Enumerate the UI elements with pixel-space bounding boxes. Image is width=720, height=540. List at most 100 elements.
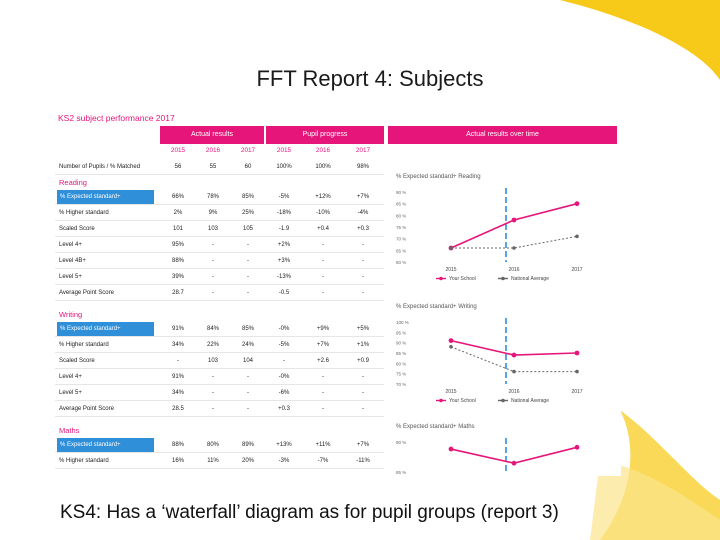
table-cell: - — [212, 390, 214, 396]
report-title: KS2 subject performance 2017 — [58, 113, 175, 123]
x-tick-label: 2017 — [571, 389, 582, 395]
data-point — [448, 446, 454, 452]
slide-title: FFT Report 4: Subjects — [256, 66, 484, 91]
table-cell: - — [177, 358, 179, 364]
table-cell: 91% — [171, 326, 184, 332]
report-screenshot: KS2 subject performance 2017 Actual resu… — [55, 108, 621, 476]
y-tick-label: 75 % — [396, 225, 406, 230]
table-cell: -1.9 — [278, 226, 290, 232]
legend-label: National Average — [511, 398, 549, 404]
row-label: Average Point Score — [59, 406, 114, 412]
row-label: Level 4B+ — [59, 258, 86, 264]
y-tick-label: 85 % — [396, 351, 406, 356]
table-cell: 100% — [315, 164, 331, 170]
table-cell: +3% — [277, 258, 291, 264]
row-label: % Higher standard — [59, 458, 109, 464]
table-cell: - — [247, 290, 249, 296]
table-cell: +11% — [315, 442, 331, 448]
y-tick-label: 85 % — [396, 470, 406, 475]
y-tick-label: 90 % — [396, 190, 406, 195]
table-row: Average Point Score 28.5 - - +0.3 - - — [55, 402, 384, 416]
table-cell: 20% — [241, 458, 254, 464]
series-line-your-school — [450, 202, 578, 249]
results-over-time-panel: Actual results over time % Expected stan… — [388, 126, 617, 476]
series-line-national-average — [450, 346, 577, 373]
row-divider — [55, 468, 384, 469]
table-cell: - — [322, 258, 324, 264]
table-cell: -3% — [278, 458, 290, 464]
data-point — [574, 444, 580, 450]
row-divider — [55, 416, 384, 417]
table-cell: 104 — [242, 358, 253, 364]
table-cell: 25% — [241, 210, 254, 216]
data-point — [575, 369, 579, 374]
table-cell: 55 — [209, 164, 217, 170]
row-divider — [55, 220, 384, 221]
legend-marker — [501, 398, 505, 403]
y-tick-label: 70 % — [396, 382, 406, 387]
table-cell: - — [247, 390, 249, 396]
table-cell: - — [247, 374, 249, 380]
yellow-swoosh-bottom-light — [590, 460, 720, 540]
table-cell: 88% — [171, 442, 184, 448]
row-label: Level 4+ — [59, 242, 82, 248]
table-cell: -0% — [278, 374, 290, 380]
row-label: Scaled Score — [59, 226, 95, 232]
table-cell: 2% — [173, 210, 183, 216]
table-cell: -7% — [317, 458, 329, 464]
table-cell: - — [212, 274, 214, 280]
table-cell: 9% — [208, 210, 218, 216]
table-cell: - — [362, 290, 364, 296]
table-cell: +13% — [276, 442, 292, 448]
table-row: Number of Pupils / % Matched 56 55 60 100% 10… — [55, 160, 384, 174]
y-tick-label: 70 % — [396, 237, 406, 242]
y-tick-label: 100 % — [396, 320, 409, 325]
year-label: 2015 — [170, 147, 186, 154]
table-cell: - — [322, 406, 324, 412]
table-cell: - — [362, 406, 364, 412]
row-divider — [55, 352, 384, 353]
table-cell: - — [212, 258, 214, 264]
table-row: Level 4+ 91% - - -0% - - — [55, 370, 384, 384]
legend-label: Your School — [449, 398, 476, 404]
yellow-swoosh-top — [560, 0, 720, 80]
table-cell: 100% — [276, 164, 292, 170]
table-cell: 98% — [356, 164, 369, 170]
x-tick-label: 2015 — [445, 389, 456, 395]
section-heading: Writing — [59, 310, 83, 319]
table-row: % Higher standard 34% 22% 24% -5% +7% +1% — [55, 338, 384, 352]
table-cell: 85% — [241, 326, 254, 332]
x-tick-label: 2016 — [508, 267, 519, 273]
year-label: 2016 — [315, 147, 331, 154]
table-cell: +2% — [277, 242, 291, 248]
row-label: Average Point Score — [59, 290, 114, 296]
table-cell: -10% — [315, 210, 330, 216]
table-cell: 56 — [174, 164, 182, 170]
table-cell: 84% — [206, 326, 219, 332]
y-tick-label: 60 % — [396, 260, 406, 265]
table-cell: 88% — [171, 258, 184, 264]
table-row: Scaled Score - 103 104 - +2.6 +0.9 — [55, 354, 384, 368]
table-cell: - — [322, 242, 324, 248]
section-heading: Reading — [59, 178, 87, 187]
table-row: % Expected standard+ 66% 78% 85% -5% +12% +7% — [55, 190, 384, 204]
table-cell: +0.3 — [278, 406, 290, 412]
table-cell: - — [362, 390, 364, 396]
data-point — [574, 201, 580, 207]
table-cell: 60 — [244, 164, 252, 170]
table-cell: +9% — [316, 326, 330, 332]
row-divider — [55, 400, 384, 401]
table-cell: +12% — [315, 194, 331, 200]
data-point — [449, 246, 453, 250]
row-label: % Expected standard+ — [57, 438, 154, 452]
series-line-national-average — [451, 235, 578, 249]
table-cell: -5% — [278, 194, 290, 200]
table-cell: - — [283, 358, 285, 364]
row-label: % Higher standard — [59, 342, 109, 348]
table-cell: - — [212, 406, 214, 412]
y-tick-label: 65 % — [396, 248, 406, 253]
table-cell: +7% — [356, 442, 370, 448]
y-tick-label: 80 % — [396, 213, 406, 218]
table-cell: 91% — [171, 374, 184, 380]
row-divider — [55, 368, 384, 369]
